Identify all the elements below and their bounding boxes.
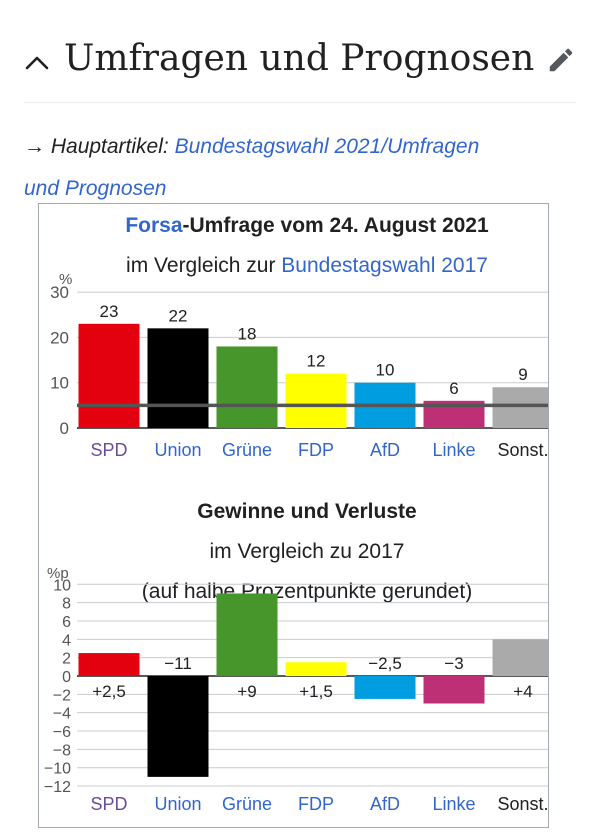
chart2-title: Gewinne und Verluste	[197, 500, 416, 523]
arrow-icon: →	[24, 135, 45, 158]
chart2-bar-sonst	[492, 639, 554, 676]
chart1-category-label: Grüne	[222, 440, 272, 460]
chart2-bar-union	[147, 676, 209, 777]
chart1-category-label: AfD	[370, 440, 400, 460]
chart1-title-part-1: -Umfrage vom 24. August 2021	[183, 214, 489, 237]
hatnote: → Hauptartikel: Bundestagswahl 2021/Umfr…	[24, 126, 576, 210]
chart2-ytick-label: −2	[53, 687, 71, 704]
chart1-subtitle-part-1[interactable]: Bundestagswahl 2017	[281, 254, 488, 277]
chart1-category-label: Sonst.	[497, 440, 548, 460]
chart1-bar-grüne	[216, 346, 278, 428]
hatnote-prefix: Hauptartikel:	[50, 135, 169, 158]
chart1-bar-sonst	[492, 387, 554, 428]
chart1-value-label: 18	[238, 324, 257, 343]
main-article-link-line1: Bundestagswahl 2021/Umfragen	[174, 135, 480, 158]
chart2-ytick-label: 8	[62, 596, 71, 613]
chart1-value-label: 10	[376, 361, 395, 380]
chart2-ytick-label: −10	[44, 761, 71, 778]
chart1-value-label: 12	[307, 352, 326, 371]
chart1-subtitle: im Vergleich zur Bundestagswahl 2017	[126, 254, 488, 277]
chart2-category-label: Linke	[432, 794, 475, 814]
chart1-ytick-label: 10	[50, 374, 69, 393]
chart2-value-label: +9	[237, 682, 256, 701]
chart1-ylabel: %	[59, 271, 72, 288]
pencil-edit-icon[interactable]	[546, 45, 576, 75]
chart2-bar-linke	[423, 676, 485, 704]
chart2-category-label: AfD	[370, 794, 400, 814]
chart2-ylabel: %p	[47, 565, 69, 582]
chart2-category-label: Sonst.	[497, 794, 548, 814]
chart1-ytick-label: 20	[50, 328, 69, 347]
chart1-category-label: FDP	[298, 440, 334, 460]
chart2-ytick-label: 10	[53, 577, 71, 594]
chart2-subtitle2: (auf halbe Prozentpunkte gerundet)	[142, 580, 472, 603]
chart2-category-label: Union	[154, 794, 201, 814]
chart2-ytick-label: 4	[62, 632, 71, 649]
section-header: Umfragen und Prognosen	[24, 30, 576, 103]
chart2-bar-fdp	[285, 662, 347, 676]
chart2-subtitle: im Vergleich zu 2017	[210, 540, 405, 563]
main-article-link[interactable]: Bundestagswahl 2021/Umfragen und Prognose…	[24, 135, 479, 200]
chart2-ytick-label: −12	[44, 779, 71, 796]
chart2-ytick-label: −4	[53, 706, 71, 723]
chevron-up-icon[interactable]	[24, 50, 50, 76]
chart1-value-label: 6	[449, 379, 458, 398]
chart2-ytick-label: 2	[62, 651, 71, 668]
chart2-category-label: FDP	[298, 794, 334, 814]
chart1-category-label: SPD	[90, 440, 127, 460]
chart1-subtitle-part-0: im Vergleich zur	[126, 254, 281, 277]
chart1-title: Forsa-Umfrage vom 24. August 2021	[125, 214, 489, 237]
section-title: Umfragen und Prognosen	[64, 38, 535, 79]
chart2-category-label: Grüne	[222, 794, 272, 814]
chart2-value-label: −3	[444, 654, 463, 673]
chart1-bar-spd	[78, 323, 140, 428]
charts-svg: Forsa-Umfrage vom 24. August 2021 im Verg…	[44, 214, 554, 814]
chart2-bar-grüne	[216, 593, 278, 676]
chart1-category-label: Linke	[432, 440, 475, 460]
chart2-ytick-label: −8	[53, 742, 71, 759]
chart2-ytick-label: 0	[62, 669, 71, 686]
chart1-category-label: Union	[154, 440, 201, 460]
chart2-ytick-label: 6	[62, 614, 71, 631]
chart2-category-label: SPD	[90, 794, 127, 814]
chart1-bar-union	[147, 328, 209, 428]
chart2-bar-afd	[354, 676, 416, 699]
chart-box: Forsa-Umfrage vom 24. August 2021 im Verg…	[38, 203, 554, 828]
chart1-ytick-label: 30	[50, 283, 69, 302]
chart1-value-label: 23	[100, 302, 119, 321]
chart1-bar-fdp	[285, 373, 347, 428]
chart2-value-label: −11	[164, 654, 192, 673]
chart1-value-label: 9	[518, 365, 527, 384]
chart2-value-label: +1,5	[299, 682, 333, 701]
main-article-link-line2: und Prognosen	[24, 177, 167, 200]
chart2-ytick-label: −6	[53, 724, 71, 741]
chart1-value-label: 22	[169, 306, 188, 325]
chart2-value-label: +2,5	[92, 682, 126, 701]
chart2-bar-spd	[78, 653, 140, 676]
chart2-value-label: +4	[513, 682, 532, 701]
chart2-value-label: −2,5	[368, 654, 402, 673]
chart1-title-part-0[interactable]: Forsa	[125, 214, 183, 237]
chart1-ytick-label: 0	[60, 419, 69, 438]
